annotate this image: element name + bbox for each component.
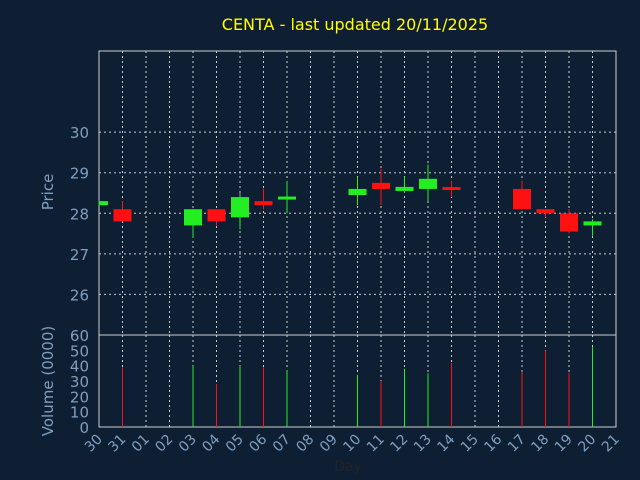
volume-bars	[122, 347, 593, 427]
candle-body	[231, 197, 249, 218]
candle-body	[583, 221, 602, 226]
candle-body	[278, 196, 296, 200]
candles	[98, 164, 602, 238]
volume-axis-label: Volume (0000)	[39, 326, 57, 436]
candle-body	[184, 209, 202, 226]
candle-body	[207, 209, 226, 222]
price-tick-label: 26	[70, 286, 89, 304]
price-tick-label: 28	[70, 205, 89, 223]
x-axis-label: Day	[334, 459, 362, 475]
candle-body	[395, 186, 414, 191]
price-axis-label: Price	[39, 174, 57, 211]
candle-body	[560, 213, 578, 232]
x-axis: 30 31 01 02 03 04 05 06 07 08 09 10 11 12 13 14 15 16 17 18…	[82, 431, 623, 455]
candle-body	[348, 188, 367, 196]
candle-body	[113, 209, 132, 222]
volume-tick-label: 20	[70, 388, 89, 406]
price-tick-label: 30	[70, 124, 89, 142]
volume-tick-label: 0	[79, 419, 89, 437]
price-tick-label: 27	[70, 246, 89, 264]
candle-body	[254, 201, 273, 206]
volume-tick-label: 40	[70, 358, 89, 376]
volume-tick-label: 60	[70, 327, 89, 345]
candle-body	[99, 201, 108, 206]
chart-title: CENTA - last updated 20/11/2025	[222, 15, 488, 34]
candle-body	[372, 182, 390, 189]
candle-body	[513, 188, 531, 210]
volume-tick-label: 30	[70, 373, 89, 391]
volume-tick-label: 10	[70, 404, 89, 422]
candle-body	[442, 187, 461, 191]
volume-tick-label: 50	[70, 342, 89, 360]
candle-body	[536, 209, 555, 214]
price-tick-label: 29	[70, 165, 89, 183]
candle-body	[419, 178, 437, 189]
price-axis: 26 27 28 29 30	[70, 124, 89, 304]
